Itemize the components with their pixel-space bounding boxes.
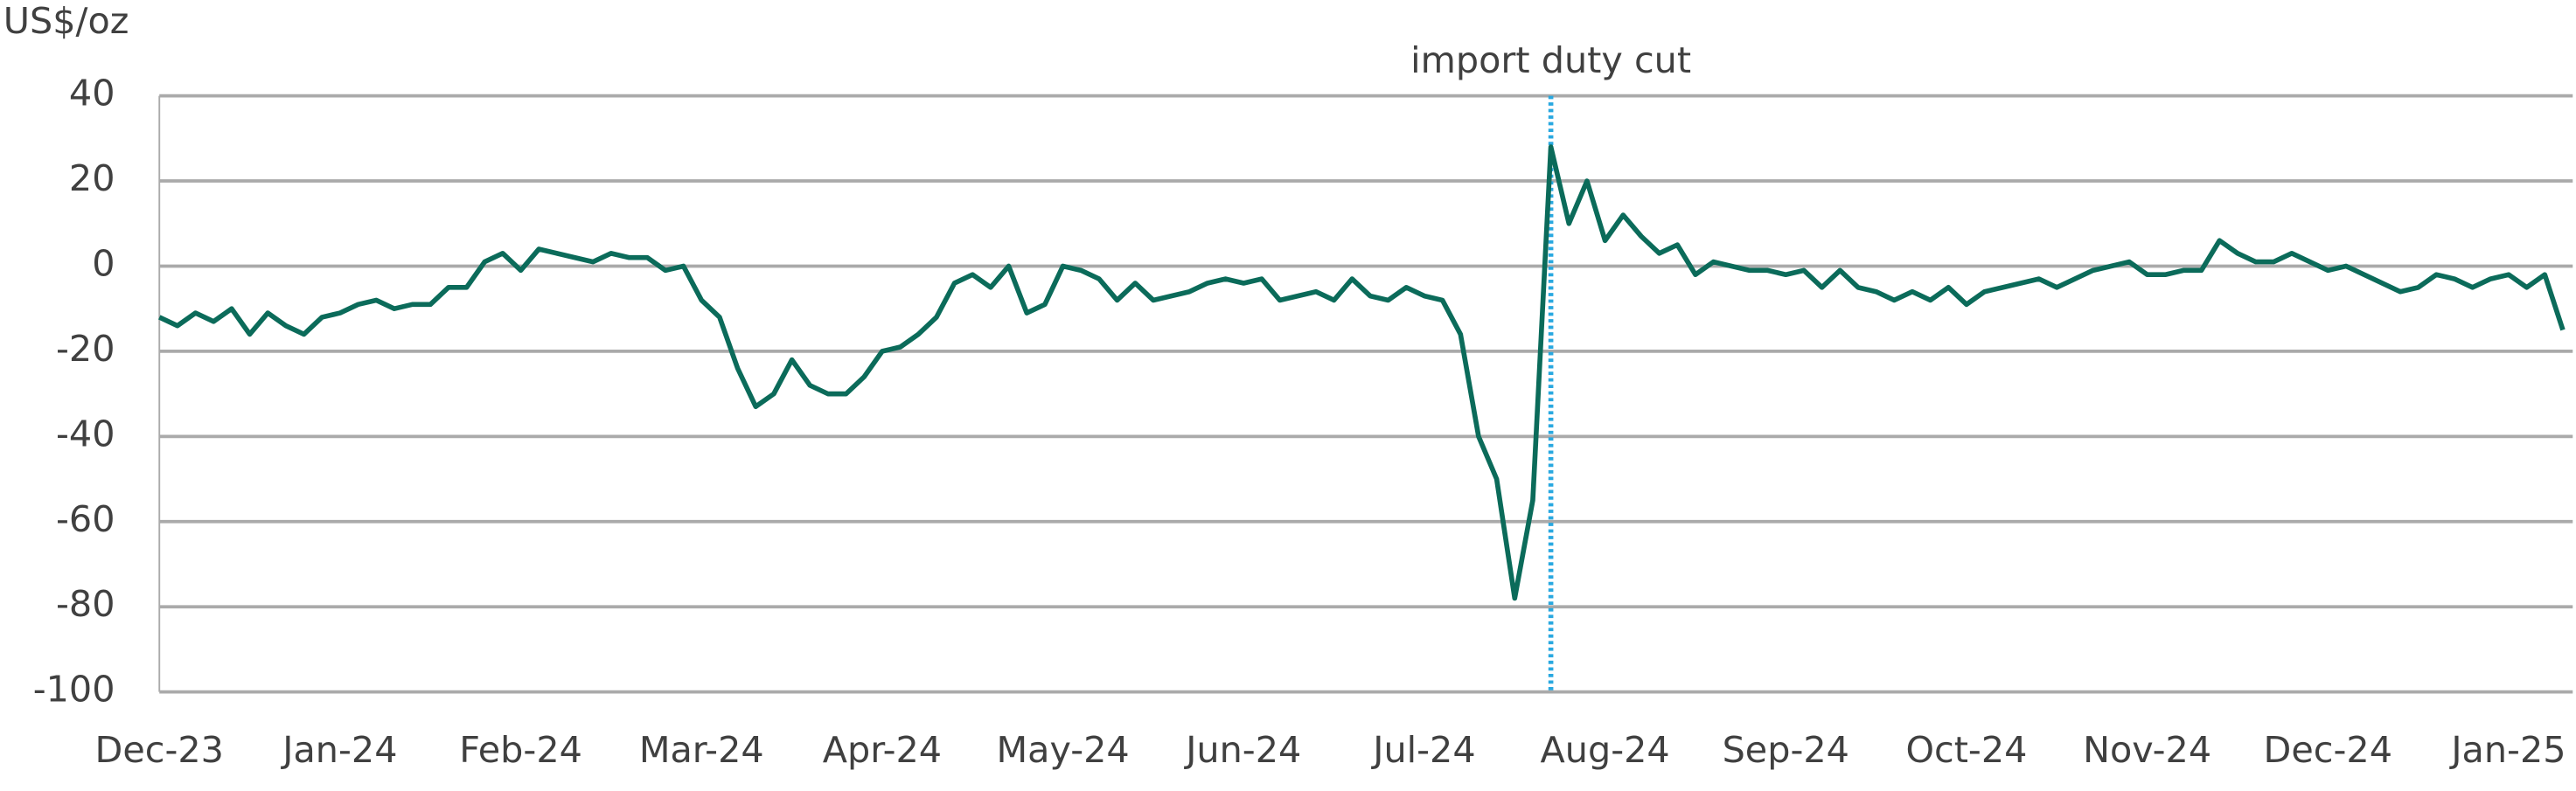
data-line (158, 144, 2566, 601)
x-tick-label: Feb-24 (459, 729, 582, 771)
y-axis-label: US$/oz (3, 0, 129, 42)
y-tick-label: -100 (33, 669, 115, 711)
y-tick-label: -60 (56, 498, 115, 540)
x-tick-label: Jan-25 (2448, 729, 2566, 771)
y-tick-label: -80 (56, 583, 115, 625)
annotation-label: import duty cut (1410, 39, 1691, 81)
x-tick-label: Nov-24 (2083, 729, 2211, 771)
y-tick-label: -40 (56, 413, 115, 454)
x-tick-label: Mar-24 (639, 729, 764, 771)
y-tick-label: 0 (92, 242, 115, 284)
x-tick-label: Jan-24 (280, 729, 397, 771)
x-tick-label: Jul-24 (1370, 729, 1475, 771)
y-tick-label: 40 (69, 73, 115, 114)
y-tick-label: 20 (69, 157, 115, 199)
x-tick-label: Aug-24 (1541, 729, 1670, 771)
x-tick-label: Apr-24 (823, 729, 942, 771)
y-tick-label: -20 (56, 328, 115, 370)
x-tick-label: Dec-23 (95, 729, 224, 771)
x-tick-label: May-24 (996, 729, 1129, 771)
x-tick-label: Dec-24 (2264, 729, 2392, 771)
x-tick-label: Sep-24 (1723, 729, 1849, 771)
x-tick-label: Oct-24 (1905, 729, 2027, 771)
x-tick-label: Jun-24 (1183, 729, 1301, 771)
